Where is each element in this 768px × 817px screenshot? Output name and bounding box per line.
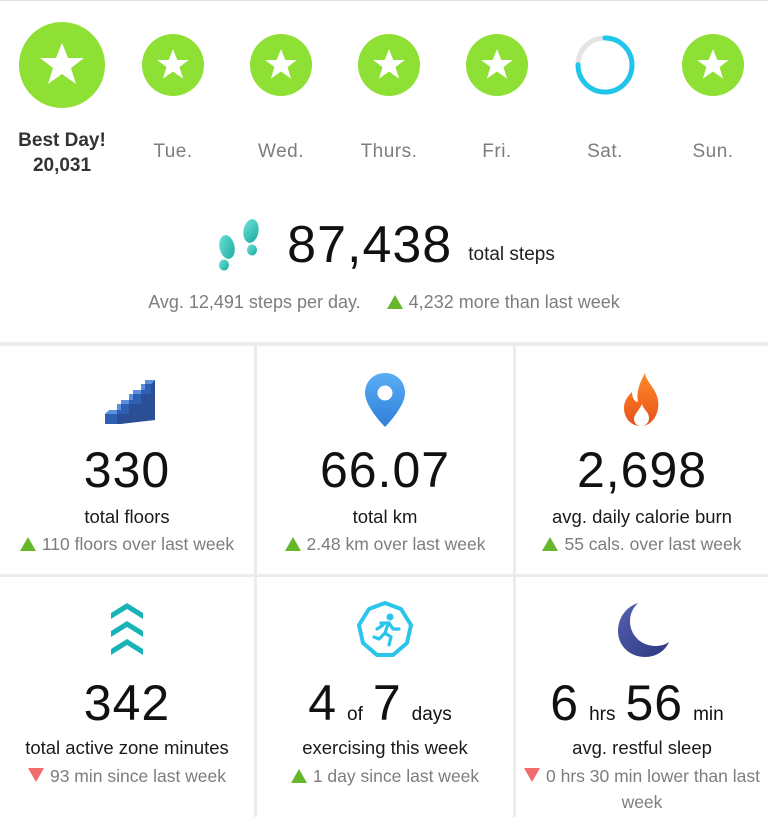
day-label: Tue. (153, 141, 193, 162)
exercise-days-done: 4 (308, 675, 337, 731)
moon-icon (618, 603, 669, 657)
distance-delta: 2.48 km over last week (263, 531, 507, 557)
footprints-icon (219, 219, 259, 271)
star-icon (466, 34, 528, 96)
star-icon (250, 34, 312, 96)
exercise-of: of (347, 704, 363, 725)
exercise-value: 4 of 7 days (257, 675, 513, 743)
steps-subline: Avg. 12,491 steps per day. 4,232 more tha… (0, 292, 768, 313)
day-wed[interactable]: Wed. (227, 1, 335, 201)
distance-title: total km (352, 506, 418, 527)
up-arrow-icon (386, 295, 403, 309)
location-pin-icon (365, 373, 405, 427)
sleep-hours: 6 (550, 675, 580, 731)
steps-delta: 4,232 more than last week (408, 292, 620, 312)
total-steps-unit: total steps (468, 244, 555, 265)
day-label: Wed. (257, 141, 304, 162)
day-best[interactable]: Best Day! 20,031 (8, 1, 116, 201)
stat-card-distance[interactable]: 66.07 total km 2.48 km over last week (257, 346, 513, 574)
stat-card-calories[interactable]: 2,698 avg. daily calorie burn 55 cals. o… (516, 346, 768, 574)
sleep-title: avg. restful sleep (572, 737, 712, 758)
calories-delta: 55 cals. over last week (522, 531, 762, 557)
sleep-minutes: 56 (625, 675, 684, 731)
azm-delta: 93 min since last week (6, 763, 248, 789)
stat-card-exercise[interactable]: 4 of 7 days exercising this week 1 day sinc… (257, 577, 513, 817)
day-sat[interactable]: Sat. (551, 1, 659, 201)
calories-title: avg. daily calorie burn (552, 506, 732, 527)
steps-average: Avg. 12,491 steps per day. (148, 292, 361, 312)
up-arrow-icon (542, 537, 559, 551)
star-icon (682, 34, 744, 96)
sleep-minutes-unit: min (693, 704, 724, 725)
floors-value: 330 (83, 442, 171, 498)
day-label: Sun. (692, 141, 734, 162)
day-tue[interactable]: Tue. (119, 1, 227, 201)
total-steps-value: 87,438 (287, 216, 453, 274)
best-day-label: Best Day! 20,031 (8, 128, 116, 178)
active-zone-chevrons-icon (111, 603, 143, 655)
star-icon (358, 34, 420, 96)
exercise-delta: 1 day since last week (263, 763, 507, 789)
star-icon (19, 22, 105, 108)
floors-title: total floors (84, 506, 170, 527)
stat-card-active-zone-minutes[interactable]: 342 total active zone minutes 93 min sin… (0, 577, 254, 817)
day-label: Fri. (482, 141, 512, 162)
day-sun[interactable]: Sun. (659, 1, 767, 201)
weekly-day-strip: Best Day! 20,031 Tue. Wed. Thurs. Fri. S… (0, 0, 768, 200)
distance-value: 66.07 (319, 442, 451, 498)
up-arrow-icon (19, 537, 36, 551)
day-thurs[interactable]: Thurs. (335, 1, 443, 201)
azm-value: 342 (83, 675, 171, 731)
stat-card-sleep[interactable]: 6 hrs 56 min avg. restful sleep 0 hrs 30 mi… (516, 577, 768, 817)
exercise-unit: days (411, 704, 452, 725)
running-person-icon (357, 601, 413, 657)
best-day-steps: 20,031 (32, 155, 92, 176)
day-label: Sat. (587, 141, 623, 162)
sleep-value: 6 hrs 56 min (516, 675, 768, 743)
down-arrow-icon (524, 768, 540, 782)
day-label: Thurs. (360, 141, 418, 162)
day-fri[interactable]: Fri. (443, 1, 551, 201)
azm-title: total active zone minutes (25, 737, 229, 758)
steps-summary[interactable]: 87,438 total steps Avg. 12,491 steps per… (0, 200, 768, 342)
exercise-title: exercising this week (302, 737, 468, 758)
down-arrow-icon (27, 768, 44, 782)
floors-delta: 110 floors over last week (6, 531, 248, 557)
sleep-hours-unit: hrs (589, 704, 616, 725)
stairs-icon (105, 380, 155, 424)
exercise-days-total: 7 (372, 675, 402, 731)
flame-icon (624, 373, 659, 426)
up-arrow-icon (284, 537, 301, 551)
star-icon (142, 34, 204, 96)
sleep-delta: 0 hrs 30 min lower than last week (522, 763, 762, 815)
calories-value: 2,698 (576, 442, 708, 498)
progress-ring-icon (575, 35, 635, 95)
up-arrow-icon (290, 769, 307, 783)
stat-card-floors[interactable]: 330 total floors 110 floors over last we… (0, 346, 254, 574)
